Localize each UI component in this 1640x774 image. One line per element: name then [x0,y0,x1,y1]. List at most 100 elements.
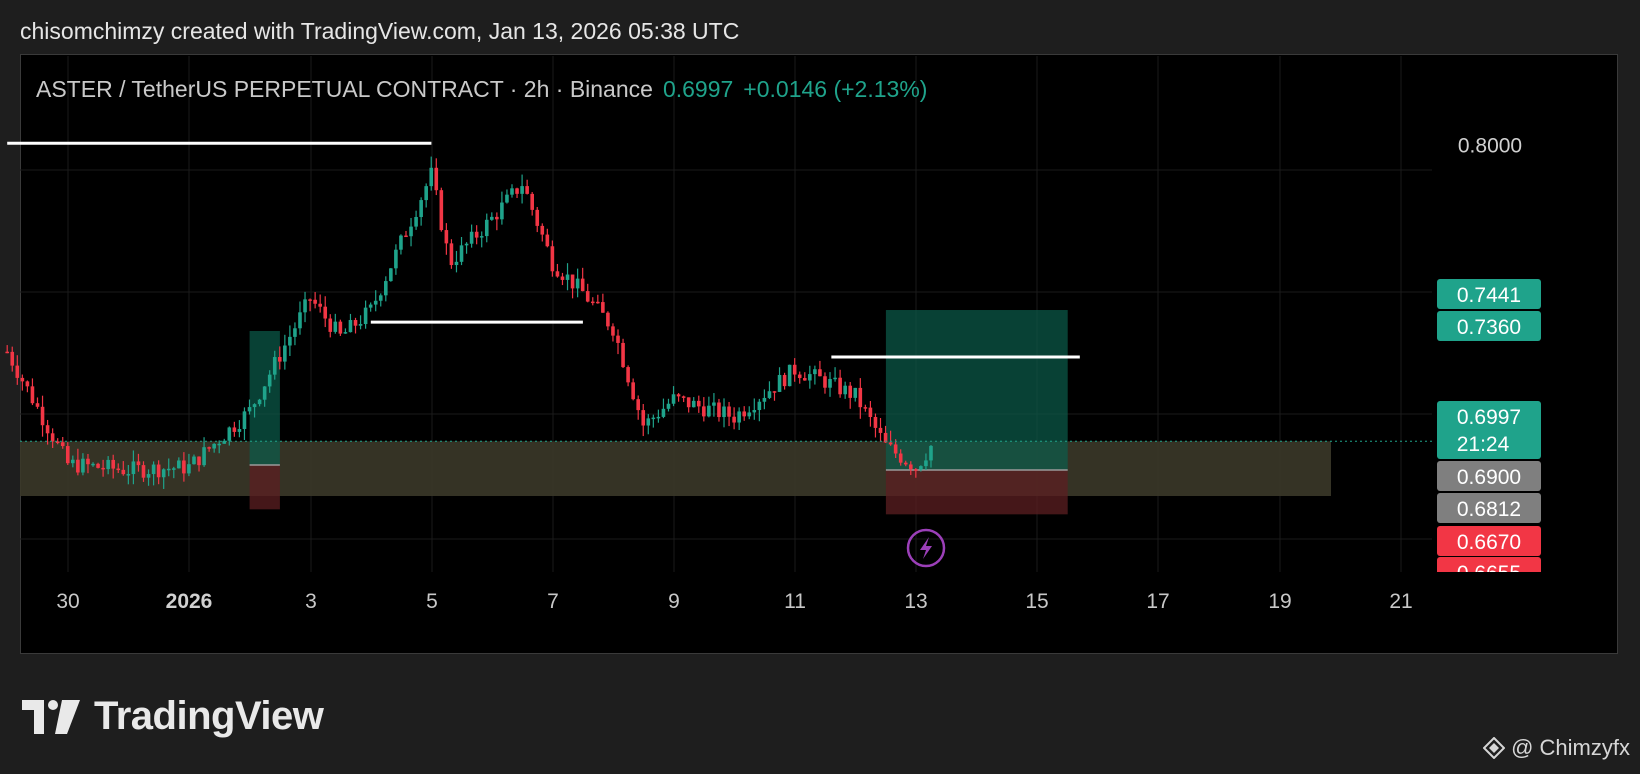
candle-body [65,446,70,464]
candle-body [691,400,696,408]
symbol-name: ASTER / TetherUS PERPETUAL CONTRACT · 2h… [36,76,653,102]
candle-body [671,394,676,404]
candle-body [828,378,832,388]
candle-body [560,276,565,280]
x-tick-label: 2026 [166,590,213,613]
candle-body [81,458,85,473]
candle-body [459,245,464,262]
credit-text: @ Chimzyfx [1511,735,1630,760]
candle-body [298,312,302,329]
candle-body [696,400,701,407]
candle-body [752,410,757,413]
candle-body [596,301,600,304]
candle-body [621,342,625,368]
candle-body [207,447,211,449]
candle-body [45,425,50,434]
candle-body [858,387,863,408]
candle-body [389,268,393,282]
candle-body [444,230,449,244]
candle-body [510,188,514,195]
candle-body [818,369,822,377]
x-tick-label: 5 [426,590,438,613]
candle-body [323,306,328,319]
candle-body [747,412,752,417]
candle-body [762,397,767,402]
candle-body [257,399,262,405]
candle-body [262,386,267,400]
x-tick-label: 3 [305,590,317,613]
candle-body [606,312,610,327]
lightning-icon [906,528,946,568]
candle-body [666,403,671,409]
candle-body [722,406,726,418]
binance-diamond-icon [1483,737,1506,759]
candle-body [626,367,630,383]
candle-body [86,458,90,465]
candle-body [868,407,873,418]
candle-body [535,209,540,226]
candle-body [813,369,817,375]
candle-body [702,406,706,417]
candle-body [727,406,731,417]
candle-body [490,216,494,220]
candle-body [131,461,136,475]
candle-body [409,226,413,237]
candle-body [283,345,287,362]
price-label-text: 0.6670 [1457,531,1521,554]
candle-body [177,460,181,469]
x-tick-label: 7 [547,590,559,613]
candle-body [171,468,176,470]
candle-body [242,411,247,430]
price-label-countdown: 21:24 [1457,433,1510,456]
price-label-badge [1437,526,1541,556]
candle-body [293,328,297,337]
candle-body [429,167,434,187]
price-label-text: 0.7441 [1457,284,1521,307]
candle-body [328,318,333,332]
candle-body [399,235,403,250]
x-tick-label: 15 [1025,590,1048,613]
candle-body [631,382,635,400]
candle-body [545,234,550,247]
x-tick-label: 19 [1268,590,1291,613]
candle-body [898,453,903,463]
candle-body [71,459,75,464]
candle-body [50,433,55,442]
candle-body [373,300,378,305]
candle-body [166,468,171,471]
candle-body [197,456,201,466]
candle-body [530,193,534,210]
candle-body [313,299,317,304]
candle-body [676,394,681,397]
candle-body [368,304,373,308]
candle-body [454,261,459,266]
candle-body [333,321,338,332]
symbol-legend: ASTER / TetherUS PERPETUAL CONTRACT · 2h… [36,76,927,103]
candle-body [585,291,590,302]
candle-body [434,167,439,191]
candle-body [661,408,666,417]
candle-body [641,410,646,426]
x-tick-label: 17 [1146,590,1169,613]
candle-body [151,464,156,475]
candle-body [288,336,292,346]
candle-body [903,462,908,465]
candle-body [505,194,509,203]
candle-body [383,281,388,296]
candle-body [277,357,282,362]
price-label-badge [1437,401,1541,459]
candle-body [60,442,65,447]
demand-zone [20,441,1331,497]
candles [5,156,933,489]
candle-body [611,326,615,336]
candle-body [35,403,40,407]
candle-body [772,391,777,393]
candle-body [893,444,898,454]
candle-body [247,407,252,412]
candle-body [782,374,787,387]
candle-body [40,406,45,426]
price-label-badge [1437,279,1541,309]
candle-body [474,231,479,238]
candle-body [348,320,353,333]
